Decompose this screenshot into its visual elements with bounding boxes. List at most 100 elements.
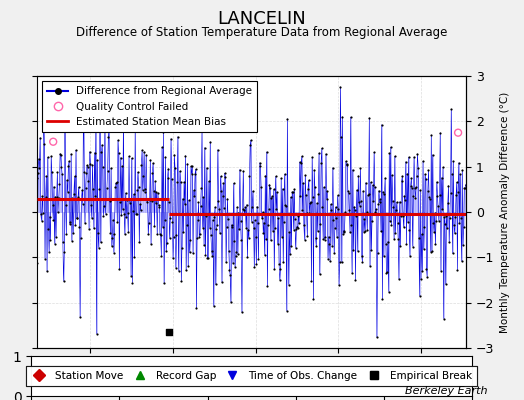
Point: [326, 201, 335, 208]
Point: [412, 184, 420, 190]
Point: [307, 278, 315, 284]
Point: [300, 222, 308, 228]
Point: [376, 196, 385, 202]
Point: [93, 157, 102, 163]
Point: [427, 249, 435, 255]
Point: [147, 241, 155, 247]
Point: [181, 201, 189, 208]
Point: [130, 254, 139, 260]
Point: [271, 173, 280, 180]
Point: [420, 246, 428, 252]
Point: [234, 210, 243, 216]
Point: [194, 199, 203, 206]
Point: [333, 234, 341, 240]
Point: [74, 184, 83, 190]
Point: [289, 189, 297, 195]
Point: [265, 181, 274, 188]
Point: [89, 186, 97, 192]
Point: [308, 154, 316, 160]
Point: [92, 109, 100, 115]
Point: [139, 173, 148, 180]
Point: [135, 239, 144, 245]
Point: [219, 193, 227, 200]
Point: [396, 243, 405, 249]
Point: [83, 164, 92, 170]
Point: [119, 110, 128, 116]
Point: [74, 194, 82, 201]
Point: [158, 144, 166, 150]
Point: [241, 210, 249, 217]
Point: [201, 144, 209, 151]
Point: [293, 225, 302, 231]
Point: [355, 199, 363, 206]
Point: [94, 230, 102, 236]
Point: [234, 251, 242, 258]
Point: [359, 229, 368, 235]
Point: [162, 248, 170, 254]
Point: [335, 282, 343, 288]
Point: [302, 192, 310, 199]
Point: [349, 247, 357, 254]
Point: [217, 187, 225, 194]
Point: [179, 229, 188, 235]
Point: [200, 242, 208, 248]
Point: [447, 106, 455, 112]
Point: [406, 253, 414, 259]
Point: [232, 252, 240, 259]
Point: [123, 197, 131, 204]
Point: [79, 94, 88, 100]
Point: [358, 258, 367, 265]
Point: [42, 173, 50, 179]
Point: [214, 146, 222, 153]
Point: [80, 169, 89, 176]
Point: [314, 190, 322, 197]
Point: [434, 218, 443, 224]
Point: [146, 157, 155, 163]
Point: [390, 236, 398, 242]
Point: [138, 147, 146, 154]
Point: [436, 268, 445, 274]
Point: [96, 88, 104, 94]
Point: [225, 267, 234, 274]
Point: [209, 217, 217, 223]
Point: [188, 171, 196, 177]
Point: [267, 195, 276, 201]
Point: [296, 159, 304, 165]
Point: [348, 166, 357, 173]
Point: [425, 194, 433, 200]
Point: [456, 214, 465, 221]
Point: [316, 221, 324, 227]
Point: [61, 82, 69, 88]
Point: [160, 280, 168, 287]
Point: [95, 186, 104, 192]
Point: [122, 214, 130, 220]
Point: [160, 216, 169, 223]
Point: [353, 248, 362, 254]
Point: [118, 206, 127, 212]
Point: [210, 214, 219, 220]
Point: [461, 185, 469, 192]
Point: [57, 164, 66, 170]
Point: [85, 148, 94, 155]
Point: [428, 248, 436, 254]
Point: [346, 229, 354, 235]
Point: [394, 236, 402, 242]
Point: [364, 191, 373, 197]
Point: [184, 197, 193, 204]
Point: [355, 203, 364, 209]
Point: [81, 185, 90, 192]
Point: [180, 179, 188, 185]
Point: [280, 219, 288, 226]
Point: [280, 171, 289, 177]
Point: [263, 282, 271, 289]
Point: [389, 204, 398, 210]
Point: [270, 266, 278, 273]
Point: [49, 216, 58, 223]
Point: [173, 133, 182, 140]
Point: [271, 225, 279, 231]
Point: [71, 222, 80, 228]
Point: [313, 200, 321, 206]
Point: [410, 185, 419, 191]
Point: [155, 204, 163, 210]
Point: [315, 271, 324, 277]
